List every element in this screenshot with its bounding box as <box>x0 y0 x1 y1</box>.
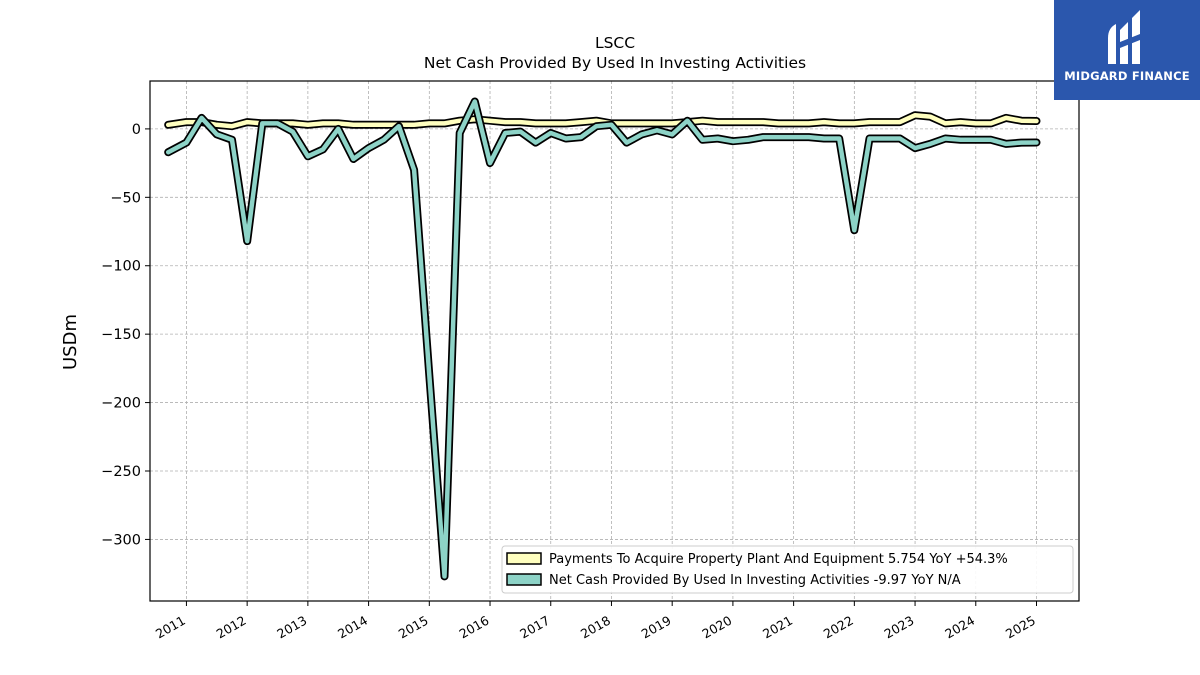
x-tick-label: 2022 <box>821 613 856 642</box>
x-tick-label: 2017 <box>517 613 552 642</box>
x-tick-label: 2013 <box>274 613 309 642</box>
y-tick-label: −200 <box>101 396 141 412</box>
legend-swatch-capex <box>506 552 542 565</box>
y-tick-label: −50 <box>110 190 141 206</box>
y-tick-label: −300 <box>101 532 141 548</box>
y-tick-label: −150 <box>101 327 141 343</box>
legend: Payments To Acquire Property Plant And E… <box>501 545 1074 594</box>
legend-swatch-investing <box>506 573 542 586</box>
series-1-line <box>165 99 1039 579</box>
x-tick-label: 2019 <box>639 613 674 642</box>
x-tick-label: 2016 <box>456 613 491 642</box>
legend-label-investing: Net Cash Provided By Used In Investing A… <box>549 573 961 588</box>
x-tick-label: 2024 <box>942 613 977 642</box>
x-tick-label: 2021 <box>760 613 795 642</box>
y-axis-label: USDm <box>60 314 81 370</box>
chart-title: LSCC <box>595 34 635 52</box>
chart-subtitle: Net Cash Provided By Used In Investing A… <box>424 54 806 72</box>
x-axis-ticks: 2011 2012 2013 2014 2015 2016 2017 2018 2019 2020… <box>153 601 1038 642</box>
legend-label-capex: Payments To Acquire Property Plant And E… <box>549 552 1008 567</box>
x-tick-label: 2011 <box>153 613 188 642</box>
series-lines <box>164 97 1041 581</box>
grid-lines <box>150 81 1079 601</box>
y-axis-ticks: 0 −50 −100 −150 −200 −250 −300 <box>101 122 150 548</box>
y-tick-label: −250 <box>101 464 141 480</box>
midgard-logo-icon <box>1108 10 1140 64</box>
series-1-outline <box>164 97 1041 581</box>
plot-frame <box>149 80 1080 602</box>
legend-box <box>501 545 1074 594</box>
logo: MIDGARD FINANCE <box>1054 0 1200 100</box>
x-tick-label: 2018 <box>578 613 613 642</box>
y-tick-label: −100 <box>101 259 141 275</box>
x-tick-label: 2023 <box>882 613 917 642</box>
x-tick-label: 2014 <box>335 613 370 642</box>
x-tick-label: 2020 <box>699 613 734 642</box>
logo-text: MIDGARD FINANCE <box>1064 69 1190 83</box>
y-tick-label: 0 <box>132 122 141 138</box>
x-tick-label: 2012 <box>214 613 249 642</box>
x-tick-label: 2015 <box>396 613 431 642</box>
x-tick-label: 2025 <box>1003 613 1038 642</box>
